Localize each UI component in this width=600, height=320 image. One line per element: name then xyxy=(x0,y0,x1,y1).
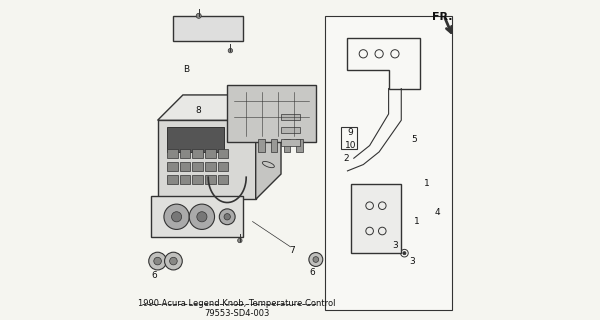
Polygon shape xyxy=(158,95,281,120)
Bar xyxy=(193,149,203,158)
Bar xyxy=(180,175,190,184)
Polygon shape xyxy=(227,85,316,142)
Circle shape xyxy=(170,257,177,265)
Bar xyxy=(193,175,203,184)
Bar xyxy=(281,127,300,133)
Circle shape xyxy=(189,204,215,229)
Circle shape xyxy=(313,257,319,262)
Bar xyxy=(258,139,265,152)
Bar xyxy=(284,139,290,152)
Text: 4: 4 xyxy=(435,208,440,217)
Bar xyxy=(167,149,178,158)
Text: 6: 6 xyxy=(310,268,316,277)
Bar xyxy=(193,162,203,171)
Bar xyxy=(205,149,215,158)
Circle shape xyxy=(228,48,233,53)
Circle shape xyxy=(196,13,201,18)
Bar xyxy=(296,139,302,152)
Text: 10: 10 xyxy=(345,141,356,150)
Bar xyxy=(205,162,215,171)
Bar xyxy=(167,127,224,152)
Polygon shape xyxy=(256,95,281,199)
Bar xyxy=(271,139,277,152)
Circle shape xyxy=(154,257,161,265)
Bar xyxy=(167,175,178,184)
Text: 3: 3 xyxy=(392,241,398,250)
Circle shape xyxy=(164,252,182,270)
Text: 2: 2 xyxy=(343,154,349,163)
Text: 7: 7 xyxy=(289,245,295,254)
Text: 3: 3 xyxy=(409,257,415,266)
Bar xyxy=(180,149,190,158)
Circle shape xyxy=(309,252,323,267)
Polygon shape xyxy=(325,16,452,310)
Polygon shape xyxy=(158,120,256,199)
Bar xyxy=(167,162,178,171)
Circle shape xyxy=(403,252,406,255)
Text: 6: 6 xyxy=(152,271,157,280)
Text: FR.: FR. xyxy=(432,12,452,22)
Text: 9: 9 xyxy=(348,128,353,137)
Circle shape xyxy=(164,204,189,229)
Text: 1: 1 xyxy=(424,179,430,188)
Text: 1: 1 xyxy=(414,217,420,226)
Bar xyxy=(218,149,228,158)
Text: B: B xyxy=(183,65,189,74)
Text: 5: 5 xyxy=(411,135,417,144)
Bar xyxy=(218,162,228,171)
Circle shape xyxy=(197,212,207,222)
Circle shape xyxy=(224,214,230,220)
Circle shape xyxy=(238,238,242,243)
Circle shape xyxy=(384,236,387,239)
Bar xyxy=(281,114,300,120)
Polygon shape xyxy=(173,16,243,41)
Bar xyxy=(281,139,300,146)
Bar xyxy=(218,175,228,184)
Circle shape xyxy=(220,209,235,225)
Circle shape xyxy=(149,252,166,270)
Bar xyxy=(205,175,215,184)
Text: 1990 Acura Legend Knob, Temperature Control
79553-SD4-003: 1990 Acura Legend Knob, Temperature Cont… xyxy=(138,299,335,318)
Ellipse shape xyxy=(262,162,274,168)
Polygon shape xyxy=(350,184,401,253)
Bar xyxy=(180,162,190,171)
Polygon shape xyxy=(151,196,243,237)
Text: 8: 8 xyxy=(196,106,202,115)
Circle shape xyxy=(172,212,182,222)
